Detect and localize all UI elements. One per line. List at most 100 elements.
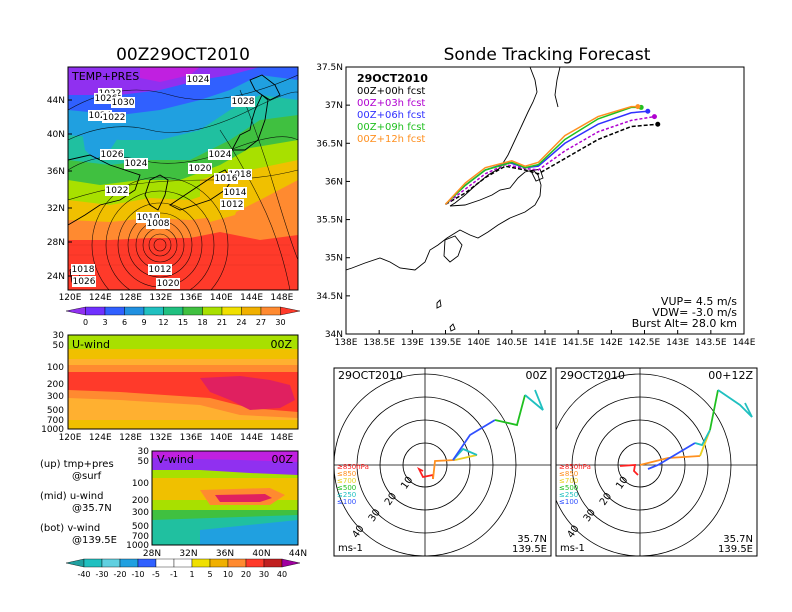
isobar-label-text: 1018 — [72, 265, 95, 275]
isobar-label-text: 1022 — [106, 186, 129, 196]
map-xlabel: 141.5E — [562, 338, 594, 348]
colorbar-label: 5 — [207, 570, 212, 579]
colorbar-label: 27 — [256, 318, 266, 327]
uwind-ylabel: 200 — [47, 380, 64, 390]
isobar-label-box — [72, 276, 96, 287]
colorbar-label: 1 — [189, 570, 194, 579]
isobar-label: 1024 — [186, 74, 210, 85]
track-map-frame — [345, 66, 745, 335]
isobar-label-text: 1008 — [147, 219, 170, 229]
temp-ylabel: 28N — [47, 238, 65, 248]
vwind-ylabel: 100 — [132, 479, 149, 489]
hodograph-level-label: ≤700 — [337, 477, 356, 485]
isobar-label: 1014 — [223, 187, 247, 198]
uwind-x-axis: 120E 124E 128E 132E 136E 140E 144E 148E — [59, 433, 294, 443]
colorbar-cell — [83, 558, 103, 568]
hodograph-trace — [524, 389, 544, 411]
map-ylabel: 36.5N — [316, 139, 343, 149]
isobar-label: 1024 — [124, 158, 148, 169]
temp-panel-frame — [67, 66, 299, 291]
isobar-label-box — [88, 110, 112, 121]
map-xlabel: 142E — [600, 338, 623, 348]
colorbar-label: 0 — [83, 318, 88, 327]
uwind-field — [68, 335, 298, 429]
isobar-label-text: 1024 — [89, 111, 112, 121]
isobar-label: 1026 — [72, 276, 96, 287]
temp-colorbar: 0 3 6 9 12 15 18 21 24 27 30 — [65, 306, 301, 327]
vwind-ylabel: 300 — [132, 508, 149, 518]
hodograph-trace — [709, 389, 719, 431]
forecast-legend-item: 00Z+03h fcst — [357, 98, 425, 109]
hodograph-trace — [452, 419, 496, 461]
temp-xlabel: 148E — [270, 293, 293, 303]
temp-xlabel: 140E — [210, 293, 233, 303]
hodograph-unit: ms-1 — [338, 543, 363, 554]
vwind-xlabel: 36N — [216, 549, 234, 559]
isobar-label-box — [156, 278, 180, 289]
hodograph-time: 00+12Z — [708, 369, 753, 382]
temp-xlabel: 136E — [180, 293, 203, 303]
vdw-text: VDW= -3.0 m/s — [652, 306, 737, 319]
colorbar-cell — [163, 306, 184, 316]
hodograph-trace — [647, 442, 696, 470]
isobar-label-text: 1030 — [112, 98, 135, 108]
hodograph-frame — [333, 367, 552, 557]
temp-ylabel: 40N — [47, 130, 65, 140]
hodograph-trace — [639, 455, 701, 466]
isobar-label-text: 1026 — [101, 150, 124, 160]
isobar-label-box — [228, 169, 252, 180]
temp-ylabel: 44N — [47, 96, 65, 106]
map-xlabel: 144E — [733, 338, 756, 348]
isobar-label-box — [148, 264, 172, 275]
hodograph-trace — [432, 459, 456, 480]
hodograph-level-label: ≤250 — [559, 491, 578, 499]
uwind-xlabel: 148E — [270, 433, 293, 443]
isobar-label: 1024 — [208, 149, 232, 160]
temp-pres-panel: TEMP+PRES 102410221026103010241022102810… — [47, 66, 301, 327]
colorbar-label: 40 — [277, 570, 287, 579]
isobar-label-text: 1026 — [95, 94, 118, 104]
isobar-label: 1018 — [228, 169, 252, 180]
vwind-ylabel: 50 — [138, 457, 150, 467]
colorbar-cell — [245, 558, 265, 568]
track-endpoint — [635, 104, 641, 110]
hodograph-level-label: ≤850 — [337, 470, 356, 478]
hodograph-level-label: ≤500 — [559, 484, 578, 492]
uwind-ylabel: 50 — [53, 341, 65, 351]
panel-note: (up) tmp+pres — [40, 459, 114, 470]
isobar-label-box — [214, 173, 238, 184]
colorbar-cell — [104, 306, 125, 316]
hodograph-lon: 139.5E — [512, 544, 547, 555]
uwind-xlabel: 124E — [89, 433, 112, 443]
colorbar-label: 3 — [102, 318, 107, 327]
colorbar-label: -5 — [152, 570, 160, 579]
vwind-x-axis: 28N 32N 36N 40N 44N — [143, 549, 307, 559]
colorbar-label: 9 — [141, 318, 146, 327]
colorbar-label: -1 — [170, 570, 178, 579]
temp-ylabel: 32N — [47, 204, 65, 214]
map-y-axis: 37.5N 37N 36.5N 36N 35.5N 35N 34.5N 34N — [316, 63, 350, 340]
isobar-label-box — [136, 212, 160, 223]
uwind-ylabel: 500 — [47, 406, 64, 416]
temp-xlabel: 120E — [59, 293, 82, 303]
isobar-label: 1030 — [111, 97, 135, 108]
map-ylabel: 36N — [325, 177, 343, 187]
isobar-label-box — [105, 185, 129, 196]
panel-note: (mid) u-wind — [40, 491, 103, 502]
hodograph-grid — [556, 368, 757, 556]
vwind-label: V-wind — [157, 453, 194, 466]
vwind-xlabel: 44N — [289, 549, 307, 559]
uwind-xlabel: 140E — [210, 433, 233, 443]
map-xlabel: 140.5E — [496, 338, 528, 348]
isobar-label-box — [146, 218, 170, 229]
temp-xlabel: 144E — [240, 293, 263, 303]
temp-y-axis: 44N 40N 36N 32N 28N 24N — [47, 96, 72, 282]
vup-text: VUP= 4.5 m/s — [661, 295, 737, 308]
colorbar-cell — [65, 306, 86, 316]
colorbar-cell — [280, 306, 301, 316]
isobar-label: 1028 — [231, 96, 255, 107]
hodograph-trace — [717, 389, 753, 418]
